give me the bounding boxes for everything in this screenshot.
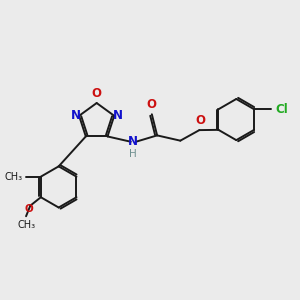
Text: O: O <box>25 204 34 214</box>
Text: N: N <box>70 109 80 122</box>
Text: O: O <box>92 87 102 100</box>
Text: CH₃: CH₃ <box>17 220 35 230</box>
Text: CH₃: CH₃ <box>5 172 23 182</box>
Text: O: O <box>195 114 206 127</box>
Text: H: H <box>129 149 137 159</box>
Text: Cl: Cl <box>275 103 288 116</box>
Text: N: N <box>113 109 123 122</box>
Text: O: O <box>147 98 157 111</box>
Text: N: N <box>128 135 138 148</box>
